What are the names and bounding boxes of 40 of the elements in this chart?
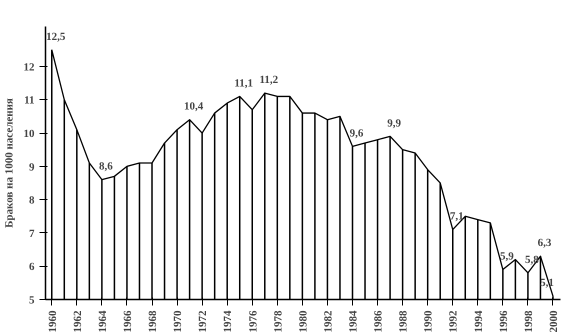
x-tick-label: 1972 [197, 310, 210, 332]
x-tick-label: 1990 [422, 310, 435, 332]
x-tick-label: 1976 [247, 310, 260, 332]
x-tick-label: 1984 [347, 310, 360, 332]
x-tick-label: 1982 [322, 310, 334, 332]
y-tick-label: 7 [29, 228, 35, 240]
x-tick-label: 1968 [147, 310, 160, 332]
y-tick-label: 11 [24, 94, 35, 107]
y-tick-label: 12 [24, 61, 35, 74]
x-tick-label: 1964 [96, 310, 109, 332]
x-tick-label: 1974 [222, 310, 234, 332]
y-tick-label: 6 [29, 261, 35, 274]
x-tick-label: 1986 [372, 310, 385, 332]
data-label: 7,1 [450, 210, 464, 223]
data-label: 10,4 [184, 100, 204, 113]
data-label: 11,1 [234, 77, 254, 90]
x-tick-label: 1970 [172, 310, 184, 332]
data-label: 6,3 [538, 237, 552, 250]
data-label: 8,6 [99, 160, 114, 173]
y-tick-label: 8 [29, 194, 35, 207]
data-label: 12,5 [46, 30, 66, 43]
x-tick-label: 1966 [122, 310, 134, 332]
x-tick-label: 1998 [522, 310, 535, 332]
data-label: 9,6 [350, 127, 364, 140]
x-tick-label: 1988 [398, 310, 410, 332]
x-tick-label: 1996 [498, 310, 510, 332]
x-tick-label: 1978 [272, 310, 284, 332]
x-tick-label: 1992 [448, 310, 460, 332]
x-tick-label: 1980 [297, 310, 310, 332]
x-tick-label: 1962 [72, 310, 84, 332]
data-label: 5,9 [500, 250, 514, 263]
data-label: 11,2 [259, 74, 279, 86]
data-label: 9,9 [387, 117, 402, 130]
y-tick-label: 9 [29, 161, 35, 174]
y-axis-title: Браков на 1000 населения [4, 98, 16, 228]
y-tick-label: 10 [24, 128, 35, 140]
x-tick-label: 1994 [472, 310, 485, 332]
y-tick-label: 5 [29, 294, 35, 306]
x-tick-label: 1960 [46, 310, 59, 332]
x-tick-label: 2000 [548, 310, 560, 332]
